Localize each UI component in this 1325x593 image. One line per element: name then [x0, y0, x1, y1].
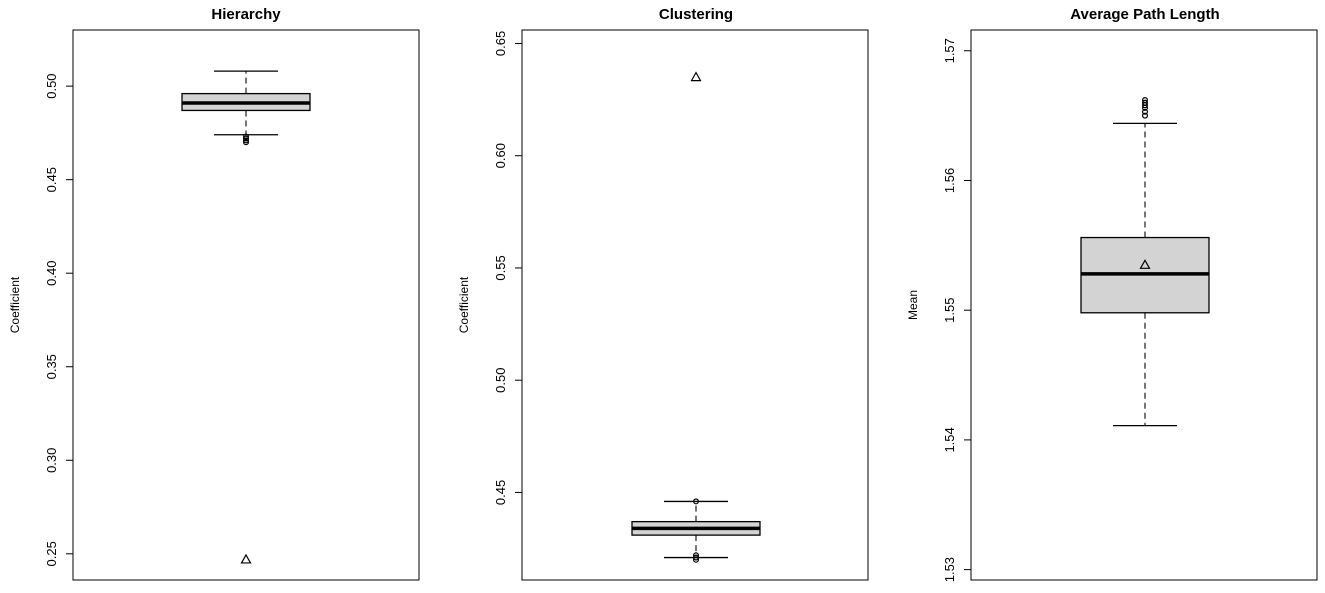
y-axis-label: Mean [906, 290, 920, 320]
box-marks [181, 70, 311, 564]
plot-frame [970, 29, 1318, 581]
plot-frame [72, 29, 420, 581]
reference-triangle [690, 71, 702, 82]
y-tick-label: 1.53 [942, 557, 957, 582]
outlier-point [1141, 99, 1148, 106]
y-tick-label: 0.30 [44, 448, 59, 473]
outlier-point [243, 133, 250, 140]
y-tick-label: 1.56 [942, 168, 957, 193]
y-tick-label: 1.57 [942, 38, 957, 63]
panel-hierarchy: Hierarchy Coefficient 0.250.300.350.400.… [8, 6, 420, 581]
y-tick-label: 0.65 [493, 31, 508, 56]
y-tick-label: 1.55 [942, 298, 957, 323]
panel-title: Clustering [659, 6, 733, 23]
outlier-point [243, 139, 250, 146]
y-tick-label: 0.25 [44, 541, 59, 566]
panel-average-path-length: Average Path Length Mean 1.531.541.551.5… [906, 6, 1318, 582]
outlier-point [692, 554, 699, 561]
reference-triangle [240, 553, 252, 564]
y-tick-label: 0.60 [493, 143, 508, 168]
y-tick-label: 1.54 [942, 427, 957, 452]
y-tick-label: 0.50 [493, 368, 508, 393]
outlier-point [692, 498, 699, 505]
box-marks [1080, 97, 1210, 427]
panel-title: Hierarchy [211, 6, 281, 23]
outlier-point [243, 135, 250, 142]
y-tick-label: 0.40 [44, 261, 59, 286]
reference-triangle [1139, 259, 1151, 269]
y-tick-label: 0.45 [44, 167, 59, 192]
outlier-point [1141, 112, 1148, 119]
panel-clustering: Clustering Coefficient 0.450.500.550.600… [457, 6, 869, 581]
y-axis-ticks: 0.45 0.50 0.55 0.60 0.65 [493, 31, 522, 505]
y-axis-label: Coefficient [8, 276, 22, 333]
outlier-point [692, 552, 699, 559]
plot-frame [521, 29, 869, 581]
y-tick-label: 0.45 [493, 480, 508, 505]
y-axis-ticks: 0.25 0.30 0.35 0.40 0.45 0.50 [44, 73, 73, 566]
outlier-point [243, 137, 250, 144]
y-tick-label: 0.35 [44, 354, 59, 379]
outlier-point [1141, 108, 1148, 115]
y-tick-label: 0.50 [44, 73, 59, 98]
panel-title: Average Path Length [1070, 6, 1219, 23]
y-axis-label: Coefficient [457, 276, 471, 333]
box-marks [631, 71, 761, 563]
y-axis-ticks: 1.53 1.54 1.55 1.56 1.57 [942, 38, 971, 582]
outlier-point [1141, 97, 1148, 104]
y-tick-label: 0.55 [493, 255, 508, 280]
